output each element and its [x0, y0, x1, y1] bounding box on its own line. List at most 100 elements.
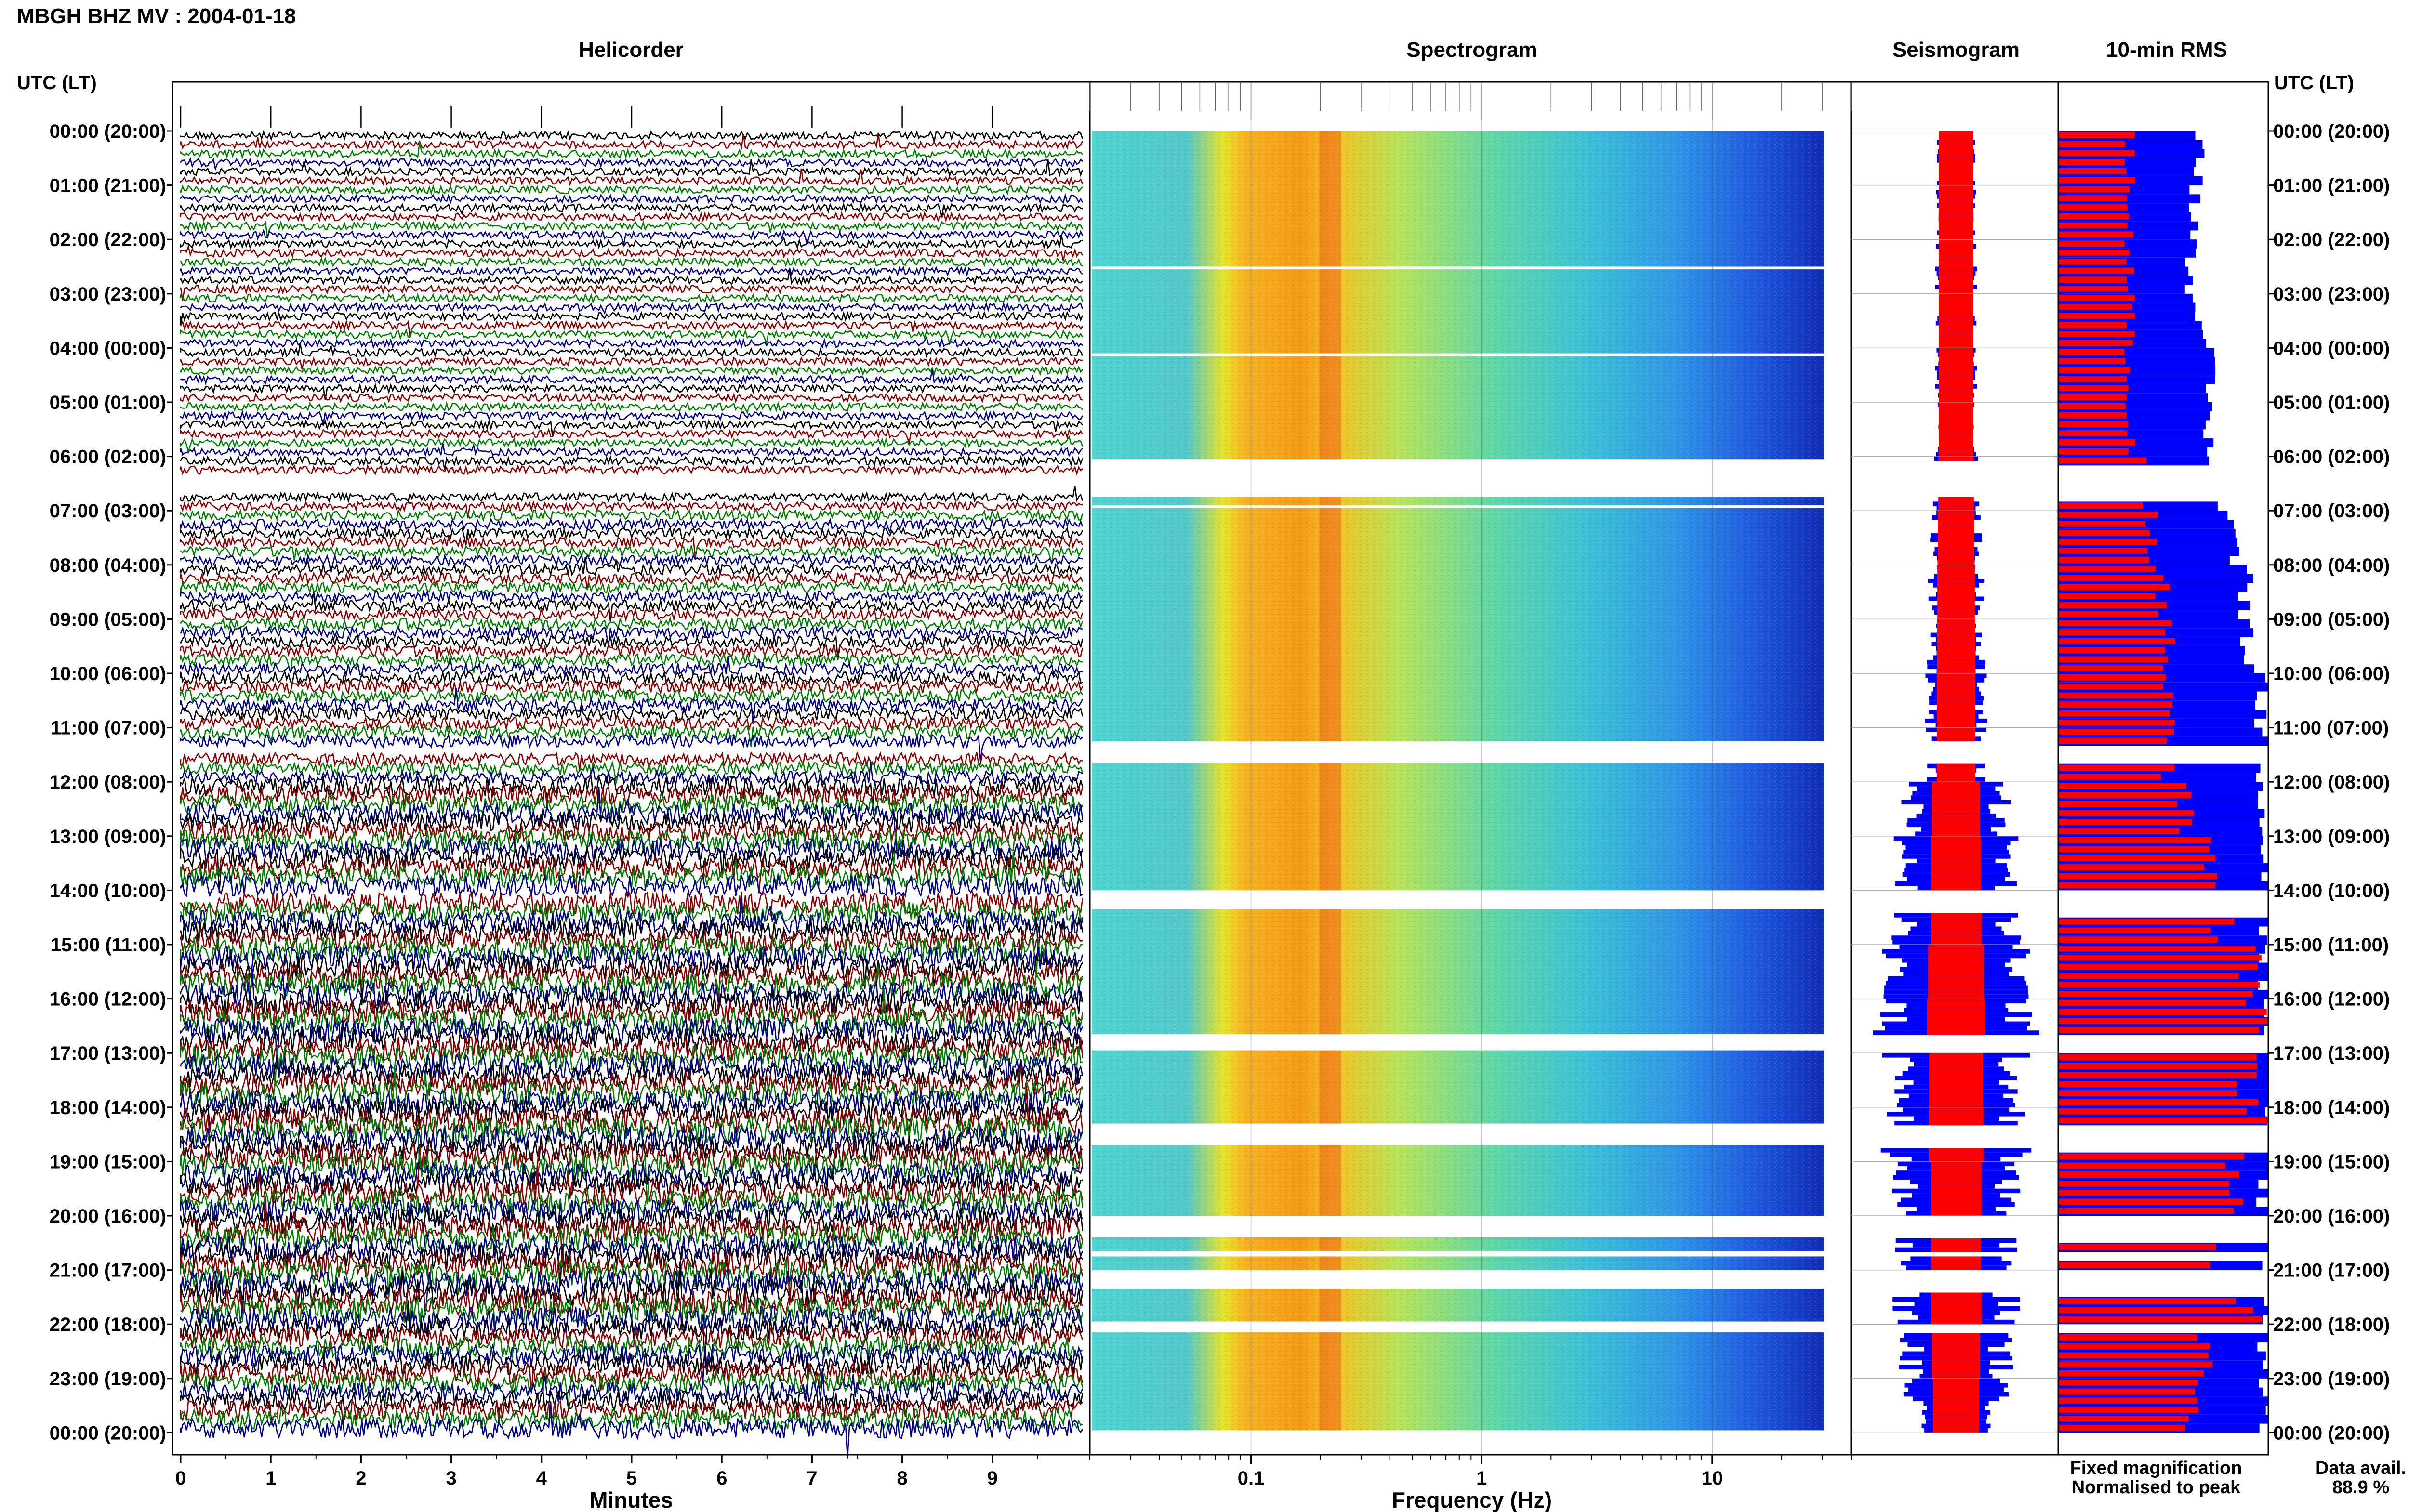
utc-label-right: UTC (LT): [2274, 72, 2354, 93]
rms-normalised-bar: [2058, 303, 2132, 310]
rms-normalised-bar: [2058, 258, 2127, 265]
rms-normalised-bar: [2058, 286, 2128, 292]
seismogram-panel: [1873, 131, 2039, 1433]
helicorder-trace: [180, 918, 1084, 945]
seismogram-normalised-bar: [1927, 1008, 1985, 1012]
seismogram-normalised-bar: [1931, 854, 1981, 859]
seismogram-normalised-bar: [1929, 1112, 1984, 1117]
seismogram-normalised-bar: [1931, 1161, 1982, 1166]
rms-normalised-bar: [2058, 999, 2246, 1006]
rms-normalised-bar: [2058, 647, 2165, 654]
rms-normalised-bar: [2058, 412, 2127, 419]
seismogram-normalised-bar: [1931, 1243, 1981, 1248]
helicorder-trace: [180, 355, 1083, 370]
seismogram-normalised-bar: [1937, 592, 1975, 597]
rms-normalised-bar: [2058, 1117, 2268, 1124]
spectrogram-texture: [1092, 131, 1824, 1431]
rms-normalised-bar: [2058, 1171, 2240, 1178]
helicorder-trace: [180, 643, 1084, 661]
seismogram-normalised-bar: [1932, 1347, 1980, 1352]
rms-normalised-bar: [2058, 213, 2129, 220]
spectrogram-gap: [1091, 266, 1825, 270]
seismogram-normalised-bar: [1939, 285, 1973, 289]
helicorder-trace: [180, 1352, 1084, 1399]
seismogram-normalised-bar: [1937, 578, 1975, 583]
rms-normalised-bar: [2058, 1009, 2267, 1015]
helicorder-trace: [180, 762, 1083, 786]
rms-normalised-bar: [2058, 575, 2164, 581]
seismogram-normalised-bar: [1939, 321, 1973, 326]
seismogram-normalised-bar: [1931, 863, 1981, 868]
seismogram-normalised-bar: [1939, 131, 1973, 136]
spectrogram-xtick-label: 1: [1476, 1468, 1487, 1489]
helicorder-xtick-label: 3: [446, 1468, 456, 1489]
seismogram-normalised-bar: [1937, 642, 1975, 646]
helicorder-trace: [180, 845, 1084, 893]
rms-normalised-bar: [2058, 873, 2217, 880]
rms-normalised-bar: [2058, 430, 2128, 437]
helicorder-xtick-label: 2: [356, 1468, 366, 1489]
rms-normalised-bar: [2058, 439, 2135, 446]
seismogram-normalised-bar: [1939, 221, 1973, 226]
rms-normalised-bar: [2058, 548, 2148, 554]
helicorder-trace: [180, 382, 1083, 400]
seismogram-normalised-bar: [1928, 953, 1984, 959]
helicorder-trace: [180, 292, 1084, 304]
seismogram-normalised-bar: [1932, 1351, 1980, 1356]
helicorder-trace: [180, 392, 1083, 404]
legend-fixed-magnification: Fixed magnification: [2070, 1458, 2242, 1478]
rms-normalised-bar: [2058, 954, 2262, 961]
rms-normalised-bar: [2058, 177, 2135, 184]
time-label-left: 11:00 (07:00): [51, 718, 166, 739]
seismogram-normalised-bar: [1939, 397, 1973, 402]
seismogram-normalised-bar: [1931, 1319, 1982, 1325]
seismogram-normalised-bar: [1939, 407, 1973, 411]
rms-normalised-bar: [2058, 340, 2133, 346]
helicorder-trace: [180, 1115, 1084, 1170]
helicorder-trace: [180, 1152, 1084, 1204]
helicorder-trace: [180, 1259, 1083, 1299]
helicorder-trace: [180, 211, 1083, 223]
helicorder-trace: [180, 714, 1083, 732]
seismogram-normalised-bar: [1928, 981, 1984, 986]
helicorder-trace: [180, 760, 1084, 784]
seismogram-normalised-bar: [1938, 524, 1974, 529]
rms-normalised-bar: [2058, 819, 2192, 826]
seismogram-normalised-bar: [1931, 1302, 1982, 1306]
rms-normalised-bar: [2058, 710, 2170, 717]
helicorder-trace: [180, 1370, 1084, 1407]
seismogram-normalised-bar: [1928, 945, 1984, 949]
helicorder-xlabel: Minutes: [589, 1487, 673, 1512]
helicorder-trace: [180, 454, 1084, 470]
seismogram-normalised-bar: [1929, 1084, 1983, 1090]
helicorder-trace: [180, 687, 1084, 705]
seismogram-normalised-bar: [1931, 849, 1981, 855]
x-axes: 0 1 2 3 4 5 6 7 8 9 0.1 1 10: [175, 82, 1852, 1489]
time-label-left: 00:00 (20:00): [50, 1422, 166, 1444]
seismogram-normalised-bar: [1932, 1333, 1980, 1338]
rms-normalised-bar: [2058, 1352, 2209, 1359]
seismogram-normalised-bar: [1931, 1311, 1982, 1315]
seismogram-normalised-bar: [1937, 574, 1975, 579]
seismogram-normalised-bar: [1931, 1166, 1982, 1171]
helicorder-trace: [180, 1196, 1084, 1267]
seismogram-normalised-bar: [1928, 976, 1984, 981]
helicorder-trace: [180, 873, 1083, 909]
seismogram-normalised-bar: [1931, 913, 1982, 918]
helicorder-xtick-label: 9: [987, 1468, 998, 1489]
seismogram-normalised-bar: [1932, 1365, 1980, 1370]
rms-normalised-bar: [2058, 168, 2127, 174]
seismogram-normalised-bar: [1939, 429, 1973, 434]
rms-normalised-bar: [2058, 421, 2128, 428]
rms-normalised-bar: [2058, 656, 2168, 663]
helicorder-trace: [180, 655, 1083, 677]
seismogram-normalised-bar: [1929, 1066, 1983, 1071]
helicorder-trace: [180, 998, 1083, 1027]
helicorder-trace: [180, 1305, 1084, 1335]
rms-normalised-bar: [2058, 1370, 2204, 1377]
helicorder-trace: [180, 435, 1084, 455]
helicorder-trace: [180, 1089, 1084, 1129]
seismogram-normalised-bar: [1928, 972, 1984, 976]
rms-normalised-bar: [2058, 557, 2149, 563]
seismogram-normalised-bar: [1931, 931, 1982, 936]
